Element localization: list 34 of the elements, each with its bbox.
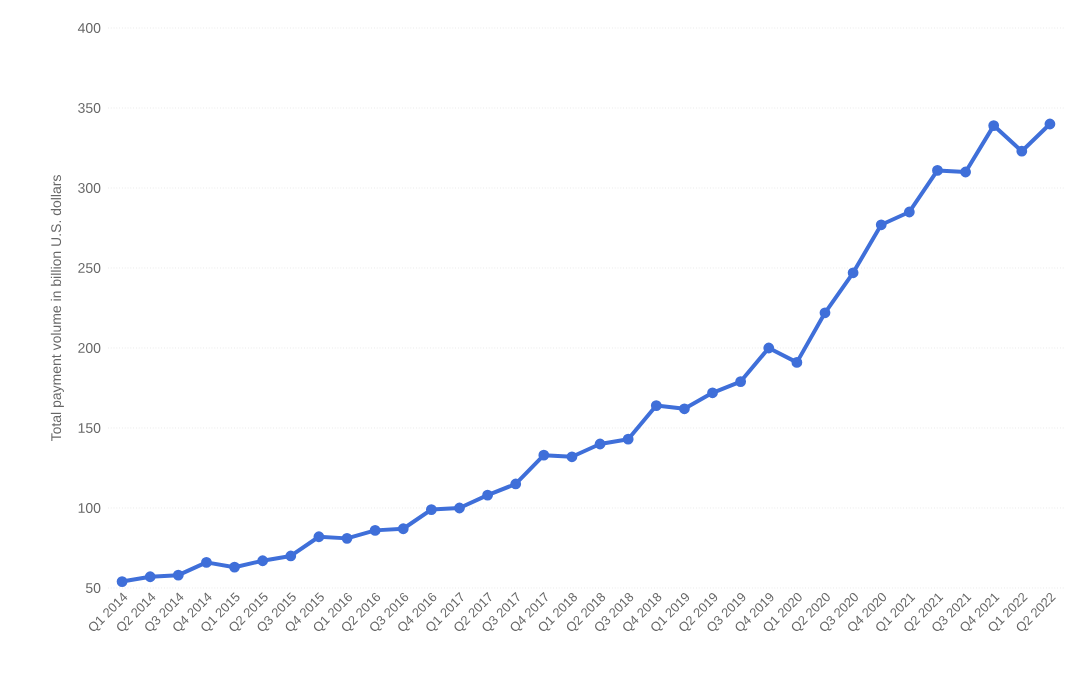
point [622, 433, 634, 445]
point [932, 164, 943, 176]
point [763, 342, 775, 354]
point [875, 219, 887, 231]
point [201, 556, 212, 568]
point [510, 478, 522, 490]
point [454, 502, 465, 514]
point [116, 576, 128, 587]
point [707, 387, 718, 399]
point [369, 524, 381, 536]
point [397, 523, 409, 535]
point [735, 376, 747, 387]
point [903, 206, 915, 218]
point [1044, 118, 1056, 130]
point [960, 166, 971, 178]
point [819, 307, 831, 319]
point [566, 451, 578, 463]
point [847, 267, 859, 279]
point [988, 120, 1000, 131]
point [482, 489, 493, 501]
point [313, 531, 325, 543]
point [172, 569, 184, 581]
point [594, 438, 606, 450]
point [229, 561, 240, 573]
point [285, 550, 297, 562]
point [791, 356, 803, 368]
point [257, 555, 269, 567]
point [341, 532, 353, 544]
point [1016, 145, 1028, 157]
point [538, 449, 550, 461]
point [425, 504, 437, 515]
point [679, 403, 690, 415]
point [650, 400, 662, 411]
point [144, 571, 156, 583]
